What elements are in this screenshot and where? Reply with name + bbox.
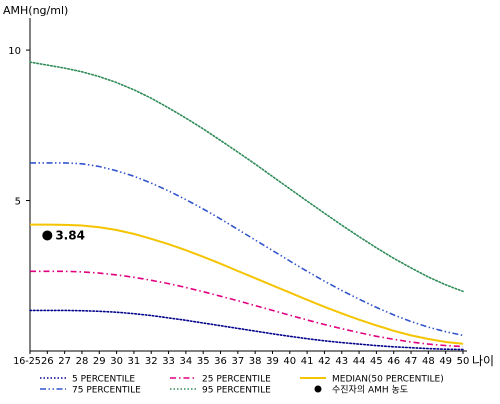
x-tick-label: 28 — [76, 356, 89, 367]
legend: 5 PERCENTILE 25 PERCENTILE MEDIAN(50 PERCE… — [40, 375, 444, 396]
x-tick-label: 16-25 — [13, 356, 41, 367]
axes: AMH(ng/ml) 5 10 16-25 26 27 28 29 30 31 32 33 34 35 36… — [3, 4, 494, 368]
x-tick-label: 40 — [283, 356, 296, 367]
patient-amh-point — [42, 230, 53, 241]
x-tick-label: 26 — [41, 356, 54, 367]
x-tick-label: 43 — [335, 356, 348, 367]
x-tick-label: 37 — [231, 356, 244, 367]
x-axis-label: 나이 — [472, 354, 494, 368]
x-tick-label: 45 — [370, 356, 383, 367]
x-tick-label: 50 — [457, 356, 470, 367]
patient-marker: 3.84 — [42, 228, 85, 242]
x-tick-label: 29 — [93, 356, 106, 367]
x-tick-label: 36 — [214, 356, 227, 367]
legend-label: 5 PERCENTILE — [72, 375, 135, 385]
legend-label: 95 PERCENTILE — [202, 386, 271, 396]
x-tick-label: 42 — [318, 356, 331, 367]
series-lines — [29, 61, 464, 351]
series-line-5-percentile — [29, 309, 464, 351]
x-tick-label: 31 — [128, 356, 141, 367]
x-tick-label: 44 — [353, 356, 366, 367]
x-tick-label: 46 — [387, 356, 400, 367]
legend-marker-label: 수진자의 AMH 농도 — [332, 385, 408, 396]
x-tick-label: 34 — [180, 356, 193, 367]
x-tick-label: 48 — [422, 356, 435, 367]
legend-label: 75 PERCENTILE — [72, 386, 141, 396]
series-line-75-percentile — [30, 162, 464, 337]
x-tick-label: 27 — [58, 356, 71, 367]
y-tick-label: 10 — [8, 46, 21, 57]
x-tick-label: 41 — [301, 356, 314, 367]
patient-amh-value: 3.84 — [55, 228, 85, 242]
x-tick-label: 38 — [249, 356, 262, 367]
series-line-95-percentile — [29, 61, 464, 293]
x-tick-label: 33 — [162, 356, 175, 367]
series-line-25-percentile — [30, 270, 464, 348]
x-tick-label: 32 — [145, 356, 158, 367]
x-tick-label: 47 — [405, 356, 418, 367]
legend-label: 25 PERCENTILE — [202, 375, 271, 385]
y-tick-label: 5 — [15, 197, 21, 208]
series-line-median-50-percentile — [30, 223, 464, 345]
x-tick-label: 35 — [197, 356, 210, 367]
legend-label: MEDIAN(50 PERCENTILE) — [332, 375, 444, 385]
legend-marker-dot — [314, 385, 322, 393]
x-tick-label: 30 — [110, 356, 123, 367]
x-tick-label: 49 — [439, 356, 452, 367]
y-axis-label: AMH(ng/ml) — [3, 4, 68, 17]
x-tick-label: 39 — [266, 356, 279, 367]
